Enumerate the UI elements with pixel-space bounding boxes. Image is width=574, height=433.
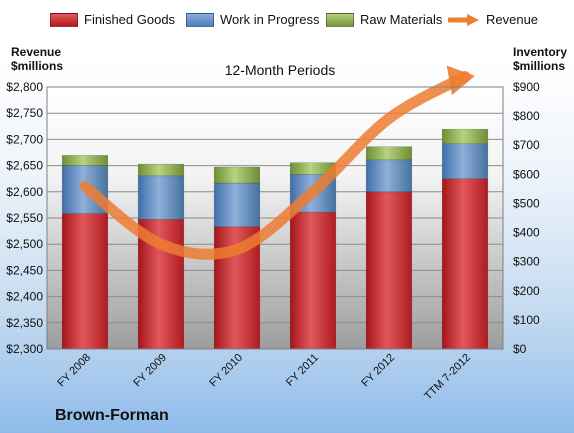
y-left-tick-label: $2,750 bbox=[6, 106, 43, 120]
y-right-tick-label: $500 bbox=[513, 196, 540, 210]
revenue-line bbox=[79, 71, 471, 260]
bar-work-in-progress-fy-2010 bbox=[213, 182, 261, 228]
plot-border bbox=[46, 86, 504, 350]
y-right-tick-label: $400 bbox=[513, 226, 540, 240]
y-right-tick-label: $700 bbox=[513, 138, 540, 152]
x-tick-label-fy-2012: FY 2012 bbox=[359, 352, 397, 390]
y-left-tick-label: $2,350 bbox=[6, 316, 43, 330]
bar-work-in-progress-fy-2009 bbox=[137, 175, 185, 220]
legend-item-raw-materials: Raw Materials bbox=[326, 12, 442, 27]
bar-finished-goods-fy-2011 bbox=[289, 211, 337, 350]
revenue-arrowhead bbox=[446, 65, 475, 96]
bar-finished-goods-fy-2008 bbox=[61, 213, 109, 350]
y-right-tick-label: $800 bbox=[513, 109, 540, 123]
y-left-tick-label: $2,500 bbox=[6, 237, 43, 251]
bar-raw-materials-fy-2012 bbox=[365, 146, 413, 161]
y-left-tick-label: $2,700 bbox=[6, 132, 43, 146]
legend-item-finished-goods: Finished Goods bbox=[50, 12, 175, 27]
legend: Finished Goods Work in Progress Raw Mate… bbox=[0, 12, 574, 34]
legend-item-revenue: Revenue bbox=[448, 12, 538, 27]
legend-item-work-in-progress: Work in Progress bbox=[186, 12, 319, 27]
y-right-tick-label: $200 bbox=[513, 284, 540, 298]
legend-label-finished-goods: Finished Goods bbox=[84, 12, 176, 27]
y-right-tick-label: $600 bbox=[513, 167, 540, 181]
x-tick-label-fy-2008: FY 2008 bbox=[55, 352, 93, 390]
y-left-tick-label: $2,400 bbox=[6, 290, 43, 304]
y-left-tick-label: $2,450 bbox=[6, 263, 43, 277]
company-name: Brown-Forman bbox=[55, 407, 169, 424]
x-tick-label-fy-2011: FY 2011 bbox=[284, 352, 321, 389]
legend-label-raw-materials: Raw Materials bbox=[360, 12, 443, 27]
bar-finished-goods-fy-2012 bbox=[365, 191, 413, 350]
y-left-axis-title: Revenue $millions bbox=[11, 45, 64, 73]
x-tick-label-fy-2010: FY 2010 bbox=[207, 352, 245, 390]
bar-work-in-progress-ttm-7-2012 bbox=[441, 143, 489, 179]
y-right-tick-label: $300 bbox=[513, 255, 540, 269]
x-tick-label-fy-2009: FY 2009 bbox=[131, 352, 169, 390]
legend-label-revenue: Revenue bbox=[486, 12, 539, 27]
y-left-tick-label: $2,300 bbox=[6, 342, 43, 356]
y-left-tick-label: $2,600 bbox=[6, 185, 43, 199]
y-right-tick-label: $900 bbox=[513, 80, 540, 94]
bar-raw-materials-ttm-7-2012 bbox=[441, 128, 489, 145]
y-right-tick-label: $100 bbox=[513, 313, 540, 327]
bar-raw-materials-fy-2009 bbox=[137, 163, 185, 177]
y-left-tick-label: $2,800 bbox=[6, 80, 43, 94]
bar-raw-materials-fy-2008 bbox=[61, 155, 109, 166]
legend-arrow-icon bbox=[448, 13, 479, 26]
period-label: 12-Month Periods bbox=[224, 62, 336, 78]
legend-swatch-work-in-progress bbox=[186, 12, 214, 27]
legend-swatch-finished-goods bbox=[50, 12, 78, 27]
bar-work-in-progress-fy-2012 bbox=[365, 159, 413, 193]
y-right-axis-title: Inventory $millions bbox=[513, 45, 568, 73]
bar-finished-goods-ttm-7-2012 bbox=[441, 178, 489, 350]
legend-swatch-raw-materials bbox=[326, 12, 354, 27]
y-left-tick-label: $2,550 bbox=[6, 211, 43, 225]
y-left-tick-label: $2,650 bbox=[6, 159, 43, 173]
legend-label-work-in-progress: Work in Progress bbox=[220, 12, 320, 27]
bar-raw-materials-fy-2010 bbox=[213, 166, 261, 184]
y-right-tick-label: $0 bbox=[513, 342, 527, 356]
x-tick-label-ttm-7-2012: TTM 7-2012 bbox=[422, 352, 473, 403]
